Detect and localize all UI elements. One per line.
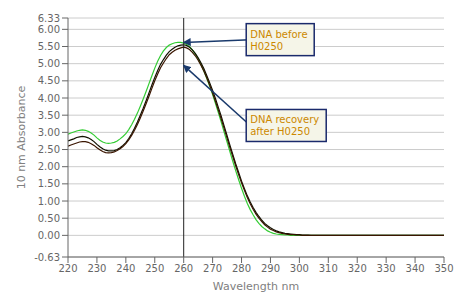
- svg-text:230: 230: [87, 263, 106, 274]
- svg-text:6.33: 6.33: [38, 13, 60, 24]
- svg-text:5.00: 5.00: [38, 58, 60, 69]
- svg-text:240: 240: [116, 263, 135, 274]
- svg-text:250: 250: [145, 263, 164, 274]
- svg-text:330: 330: [377, 263, 396, 274]
- svg-text:270: 270: [203, 263, 222, 274]
- svg-text:10 nm Absorbance: 10 nm Absorbance: [15, 85, 28, 189]
- svg-text:340: 340: [406, 263, 425, 274]
- svg-text:DNA beforeH0250: DNA beforeH0250: [250, 28, 307, 51]
- svg-text:1.00: 1.00: [38, 196, 60, 207]
- svg-text:280: 280: [232, 263, 251, 274]
- svg-text:0.50: 0.50: [38, 213, 60, 224]
- svg-text:3.50: 3.50: [38, 110, 60, 121]
- svg-text:2.00: 2.00: [38, 161, 60, 172]
- svg-text:350: 350: [434, 263, 453, 274]
- svg-text:-0.63: -0.63: [34, 252, 60, 263]
- svg-text:6.00: 6.00: [38, 24, 60, 35]
- svg-text:Wavelength nm: Wavelength nm: [213, 280, 299, 293]
- svg-text:300: 300: [290, 263, 309, 274]
- svg-text:5.50: 5.50: [38, 41, 60, 52]
- svg-text:1.50: 1.50: [38, 178, 60, 189]
- svg-text:4.00: 4.00: [38, 93, 60, 104]
- svg-text:0.00: 0.00: [38, 230, 60, 241]
- svg-text:220: 220: [58, 263, 77, 274]
- svg-text:3.00: 3.00: [38, 127, 60, 138]
- svg-text:DNA recoveryafter H0250: DNA recoveryafter H0250: [250, 114, 319, 137]
- svg-text:2.50: 2.50: [38, 144, 60, 155]
- svg-text:320: 320: [348, 263, 367, 274]
- svg-text:4.50: 4.50: [38, 75, 60, 86]
- svg-text:290: 290: [261, 263, 280, 274]
- svg-text:260: 260: [174, 263, 193, 274]
- svg-text:310: 310: [319, 263, 338, 274]
